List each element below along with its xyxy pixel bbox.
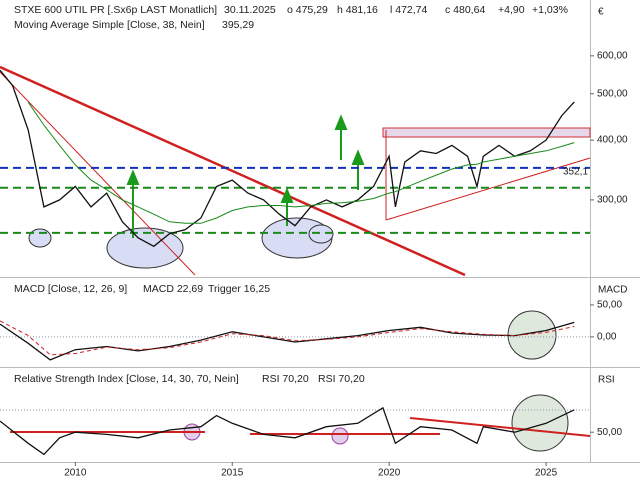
legend-text: STXE 600 UTIL PR [.Sx6p LAST Monatlich] (14, 4, 217, 16)
pattern-circle (511, 394, 569, 452)
axis-label: MACD (598, 285, 627, 296)
x-tick-label: 2020 (378, 468, 401, 479)
y-tick-label: 300,00 (597, 195, 628, 206)
y-tick-label: 600,00 (597, 50, 628, 61)
legend-text: Moving Average Simple [Close, 38, Nein] (14, 19, 205, 31)
trend-line (0, 71, 196, 276)
legend-text: Relative Strength Index [Close, 14, 30, … (14, 373, 239, 385)
pattern-circle (106, 227, 184, 269)
pattern-circle (308, 224, 334, 244)
legend-text: +1,03% (532, 4, 568, 16)
series-line (0, 406, 575, 456)
series-line (0, 320, 575, 356)
legend-text: MACD 22,69 (143, 283, 203, 295)
y-tick-label: 400,00 (597, 135, 628, 146)
legend-text: o 475,29 (287, 4, 328, 16)
y-tick-label: 0,00 (597, 332, 617, 343)
axis-unit: € (598, 7, 604, 18)
x-tick-label: 2010 (64, 468, 87, 479)
annotation-label: 352,1 (563, 166, 588, 177)
y-tick-label: 50,00 (597, 300, 622, 311)
y-tick-label: 500,00 (597, 88, 628, 99)
series-line (0, 69, 575, 248)
pattern-circle (331, 427, 349, 445)
legend-text: RSI 70,20 (318, 373, 365, 385)
legend-text: 395,29 (222, 19, 254, 31)
trend-line (385, 157, 591, 221)
legend-text: RSI 70,20 (262, 373, 309, 385)
x-tick-label: 2025 (535, 468, 558, 479)
series-line (0, 321, 575, 361)
series-line (27, 101, 575, 224)
trend-line (0, 65, 466, 277)
legend-text: 30.11.2025 (224, 4, 276, 16)
pattern-circle (28, 228, 52, 248)
resistance-zone (382, 127, 591, 138)
axis-label: RSI (598, 375, 615, 386)
legend-text: h 481,16 (337, 4, 378, 16)
x-tick-label: 2015 (221, 468, 244, 479)
trend-line (409, 417, 591, 437)
legend-text: c 480,64 (445, 4, 485, 16)
arrows (126, 114, 365, 238)
y-tick-label: 50,00 (597, 427, 622, 438)
legend-text: +4,90 (498, 4, 525, 16)
legend-text: Trigger 16,25 (208, 283, 270, 295)
legend-text: MACD [Close, 12, 26, 9] (14, 283, 127, 295)
legend-text: l 472,74 (390, 4, 428, 16)
